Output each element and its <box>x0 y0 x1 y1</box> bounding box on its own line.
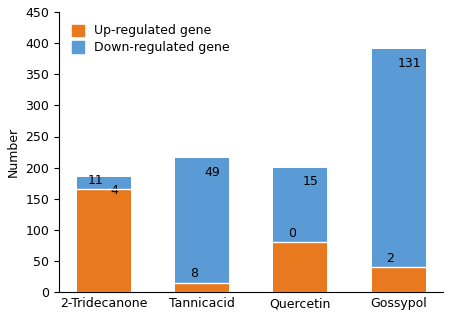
Text: 15: 15 <box>303 175 319 188</box>
Text: 0: 0 <box>288 227 296 240</box>
Bar <box>175 283 229 292</box>
Bar <box>372 267 426 292</box>
Text: 11: 11 <box>88 174 104 187</box>
Bar <box>76 177 130 292</box>
Legend: Up-regulated gene, Down-regulated gene: Up-regulated gene, Down-regulated gene <box>65 18 236 61</box>
Y-axis label: Number: Number <box>7 127 20 177</box>
Text: 2: 2 <box>387 252 394 265</box>
Text: 131: 131 <box>397 57 421 70</box>
Bar <box>273 243 327 292</box>
Text: 4: 4 <box>110 184 118 197</box>
Text: 8: 8 <box>190 267 198 280</box>
Bar <box>175 158 229 292</box>
Bar <box>76 190 130 292</box>
Bar <box>273 168 327 292</box>
Bar <box>372 49 426 292</box>
Text: 49: 49 <box>205 166 220 179</box>
